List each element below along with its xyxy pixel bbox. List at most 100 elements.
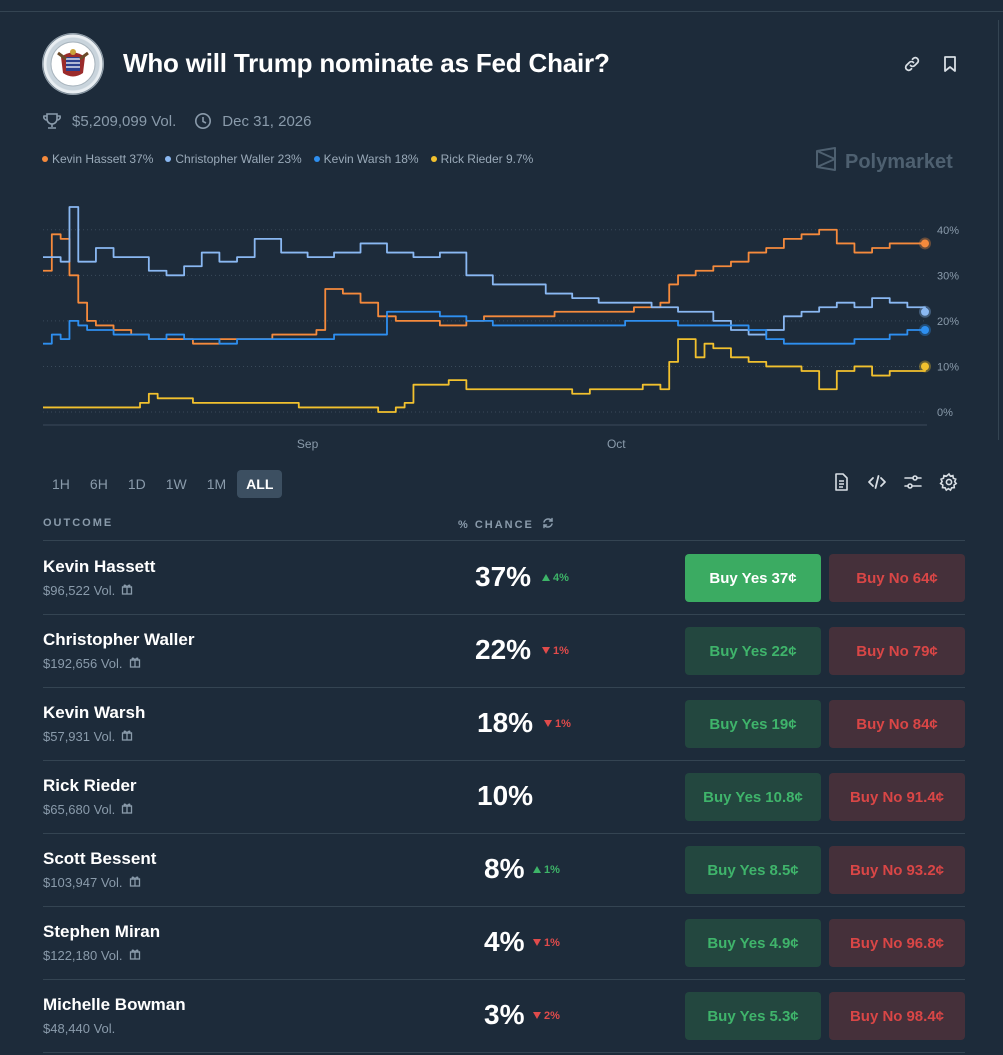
link-icon[interactable] [902, 54, 922, 74]
gift-icon[interactable] [129, 948, 141, 963]
legend-label: Christopher Waller 23% [175, 152, 302, 166]
outcome-name[interactable]: Stephen Miran [43, 922, 161, 941]
brand-name: Polymarket [845, 150, 953, 173]
outcome-row[interactable]: Rick Rieder $65,680 Vol. 10% Buy Yes 10.8¢ Bu… [43, 760, 965, 833]
buy-no-button[interactable]: Buy No 93.2¢ [829, 846, 965, 894]
outcome-volume: $103,947 Vol. [43, 875, 141, 890]
document-icon[interactable] [831, 472, 851, 492]
divider [43, 1052, 965, 1053]
divider [43, 979, 965, 980]
divider [43, 906, 965, 907]
buy-no-label: Buy No [849, 934, 903, 952]
gift-icon[interactable] [121, 729, 133, 744]
buy-no-button[interactable]: Buy No 96.8¢ [829, 919, 965, 967]
polymarket-logo-icon [815, 147, 837, 177]
market-volume: $5,209,099 Vol. [72, 112, 177, 130]
outcome-name[interactable]: Rick Rieder [43, 776, 137, 795]
outcome-row[interactable]: Kevin Hassett $96,522 Vol. 37% 4% Buy Yes 37¢… [43, 541, 965, 614]
outcome-name[interactable]: Kevin Hassett [43, 557, 156, 576]
buy-yes-button[interactable]: Buy Yes 8.5¢ [685, 846, 821, 894]
outcome-chance: 3% [484, 999, 525, 1030]
arrow-up-icon [533, 864, 541, 876]
chance-change-value: 1% [544, 864, 560, 876]
outcome-name[interactable]: Kevin Warsh [43, 703, 146, 722]
scroll-rail[interactable] [998, 20, 1003, 440]
timeframe-all[interactable]: ALL [237, 470, 283, 498]
outcome-row[interactable]: Stephen Miran $122,180 Vol. 4% 1% Buy Yes 4.9… [43, 906, 965, 979]
legend-dot [313, 156, 320, 162]
buy-yes-button[interactable]: Buy Yes 5.3¢ [685, 992, 821, 1040]
chance-change: 1% [544, 718, 571, 730]
bookmark-icon[interactable] [940, 54, 960, 74]
buy-yes-label: Buy Yes [709, 569, 768, 587]
chance-change-value: 2% [544, 1010, 560, 1022]
timeframe-1d[interactable]: 1D [127, 476, 146, 492]
buy-yes-label: Buy Yes [707, 861, 766, 879]
outcome-row[interactable]: Kevin Warsh $57,931 Vol. 18% 1% Buy Yes 19¢ Bu… [43, 687, 965, 760]
chart-x-axis: Sep Oct [297, 437, 626, 451]
timeframe-1w[interactable]: 1W [165, 476, 187, 492]
outcome-name[interactable]: Michelle Bowman [43, 995, 186, 1014]
buy-no-button[interactable]: Buy No 84¢ [829, 700, 965, 748]
chart-tools [831, 472, 959, 492]
buy-no-label: Buy No [856, 642, 909, 660]
buy-yes-button[interactable]: Buy Yes 22¢ [685, 627, 821, 675]
buy-no-button[interactable]: Buy No 98.4¢ [829, 992, 965, 1040]
settings-gear-icon[interactable] [939, 472, 959, 492]
outcome-chance: 8% [484, 853, 525, 884]
outcome-row[interactable]: Scott Bessent $103,947 Vol. 8% 1% Buy Yes 8.5… [43, 833, 965, 906]
divider [43, 760, 965, 761]
timeframe-1m[interactable]: 1M [206, 476, 227, 492]
series-line-christopher-waller [43, 206, 926, 336]
legend-item: Rick Rieder 9.7% [430, 152, 534, 166]
gift-icon[interactable] [129, 875, 141, 890]
x-tick-label: Sep [297, 437, 319, 451]
timeframe-6h[interactable]: 6H [89, 476, 108, 492]
outcome-row[interactable]: Michelle Bowman $48,440 Vol. 3% 2% Buy Yes 5.… [43, 979, 965, 1052]
outcome-volume-text: $65,680 Vol. [43, 802, 116, 817]
y-tick-label: 40% [937, 225, 959, 237]
outcome-volume-text: $122,180 Vol. [43, 948, 123, 963]
buy-no-price: 96.8¢ [906, 934, 945, 952]
series-endpoint [921, 362, 929, 371]
chance-change: 4% [542, 572, 569, 584]
buy-no-price: 64¢ [912, 569, 938, 587]
chance-column-header[interactable]: % CHANCE [458, 517, 554, 532]
buy-yes-button[interactable]: Buy Yes 19¢ [685, 700, 821, 748]
buy-yes-label: Buy Yes [709, 715, 768, 733]
outcome-name[interactable]: Christopher Waller [43, 630, 195, 649]
buy-yes-price: 10.8¢ [765, 788, 803, 806]
buy-yes-label: Buy Yes [709, 642, 768, 660]
legend-label: Kevin Warsh 18% [323, 152, 419, 166]
price-history-chart[interactable]: 0% 10% 20% 30% 40% Sep Oct [0, 195, 1003, 460]
refresh-icon[interactable] [542, 517, 554, 532]
market-title: Who will Trump nominate as Fed Chair? [123, 48, 610, 78]
outcome-volume: $48,440 Vol. [43, 1021, 115, 1036]
buy-no-label: Buy No [849, 788, 903, 806]
gift-icon[interactable] [121, 583, 133, 598]
market-meta: $5,209,099 Vol. Dec 31, 2026 [42, 112, 312, 130]
chance-change-value: 1% [544, 937, 560, 949]
legend-dot [42, 156, 48, 162]
sliders-icon[interactable] [903, 472, 923, 492]
buy-yes-button[interactable]: Buy Yes 4.9¢ [685, 919, 821, 967]
buy-yes-button[interactable]: Buy Yes 10.8¢ [685, 773, 821, 821]
gift-icon[interactable] [121, 802, 133, 817]
gift-icon[interactable] [129, 656, 141, 671]
clock-icon [194, 112, 212, 130]
buy-no-button[interactable]: Buy No 64¢ [829, 554, 965, 602]
outcome-volume: $65,680 Vol. [43, 802, 133, 817]
buy-no-label: Buy No [849, 861, 903, 879]
series-line-kevin-warsh [43, 310, 925, 345]
arrow-down-icon [542, 645, 550, 657]
timeframe-1h[interactable]: 1H [52, 476, 70, 492]
outcome-volume-text: $192,656 Vol. [43, 656, 123, 671]
buy-no-button[interactable]: Buy No 91.4¢ [829, 773, 965, 821]
outcome-row[interactable]: Christopher Waller $192,656 Vol. 22% 1% Buy … [43, 614, 965, 687]
embed-code-icon[interactable] [867, 472, 887, 492]
buy-no-button[interactable]: Buy No 79¢ [829, 627, 965, 675]
outcome-volume-text: $57,931 Vol. [43, 729, 116, 744]
buy-yes-button[interactable]: Buy Yes 37¢ [685, 554, 821, 602]
legend-label: Rick Rieder 9.7% [440, 152, 534, 166]
outcome-name[interactable]: Scott Bessent [43, 849, 157, 868]
